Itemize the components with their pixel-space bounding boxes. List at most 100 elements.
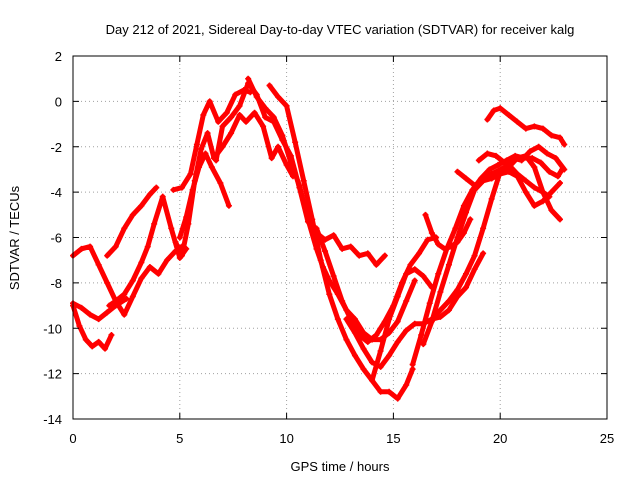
data-point-marker bbox=[475, 157, 482, 164]
data-point-marker bbox=[360, 329, 367, 336]
data-point-marker bbox=[104, 279, 111, 286]
data-point-marker bbox=[121, 225, 128, 232]
data-point-marker bbox=[217, 180, 224, 187]
data-point-marker bbox=[309, 216, 316, 223]
data-point-marker bbox=[557, 134, 564, 141]
data-point-marker bbox=[407, 261, 414, 268]
data-point-marker bbox=[416, 250, 423, 257]
data-point-marker bbox=[232, 91, 239, 98]
data-point-marker bbox=[557, 180, 564, 187]
data-point-marker bbox=[159, 193, 166, 200]
data-point-marker bbox=[373, 261, 380, 268]
data-point-marker bbox=[104, 252, 111, 259]
series-line bbox=[267, 82, 416, 402]
x-tick-label: 0 bbox=[69, 431, 76, 446]
data-point-marker bbox=[279, 132, 286, 139]
data-point-marker bbox=[403, 298, 410, 305]
y-tick-label: 2 bbox=[55, 49, 62, 64]
data-point-marker bbox=[544, 150, 551, 157]
data-point-marker bbox=[343, 316, 350, 323]
series-arc-13 bbox=[343, 250, 487, 370]
data-point-marker bbox=[129, 211, 136, 218]
data-point-marker bbox=[351, 329, 358, 336]
data-point-marker bbox=[403, 327, 410, 334]
data-point-marker bbox=[480, 250, 487, 257]
data-point-marker bbox=[394, 395, 401, 402]
data-point-marker bbox=[172, 239, 179, 246]
data-point-marker bbox=[510, 155, 517, 162]
x-axis-label: GPS time / hours bbox=[291, 459, 390, 474]
data-point-marker bbox=[287, 159, 294, 166]
data-point-marker bbox=[411, 320, 418, 327]
data-point-marker bbox=[411, 277, 418, 284]
data-point-marker bbox=[334, 316, 341, 323]
data-point-marker bbox=[445, 307, 452, 314]
data-point-marker bbox=[219, 123, 226, 130]
data-point-marker bbox=[198, 146, 205, 153]
data-point-marker bbox=[360, 345, 367, 352]
data-point-marker bbox=[403, 381, 410, 388]
data-point-marker bbox=[554, 173, 561, 180]
data-point-marker bbox=[490, 107, 497, 114]
data-point-marker bbox=[275, 93, 282, 100]
data-point-marker bbox=[539, 125, 546, 132]
data-point-marker bbox=[492, 152, 499, 159]
data-point-marker bbox=[548, 207, 555, 214]
data-point-marker bbox=[178, 184, 185, 191]
data-point-marker bbox=[460, 202, 467, 209]
data-point-marker bbox=[102, 345, 109, 352]
data-point-marker bbox=[123, 295, 130, 302]
data-point-marker bbox=[463, 209, 470, 216]
data-point-marker bbox=[153, 184, 160, 191]
y-axis-ticks: 2 0 -2 -4 -6 -8 -10 -12 -14 bbox=[43, 49, 607, 427]
data-point-marker bbox=[146, 191, 153, 198]
series-arc-17 bbox=[422, 211, 474, 252]
data-point-marker bbox=[484, 116, 491, 123]
data-point-marker bbox=[514, 170, 521, 177]
data-point-marker bbox=[364, 338, 371, 345]
data-point-marker bbox=[531, 164, 538, 171]
data-point-marker bbox=[467, 216, 474, 223]
data-point-marker bbox=[426, 300, 433, 307]
series-line bbox=[454, 162, 552, 200]
data-point-marker bbox=[531, 184, 538, 191]
data-point-marker bbox=[424, 236, 431, 243]
data-point-marker bbox=[343, 336, 350, 343]
data-point-marker bbox=[548, 132, 555, 139]
chart-title: Day 212 of 2021, Sidereal Day-to-day VTE… bbox=[106, 22, 575, 37]
x-tick-label: 10 bbox=[279, 431, 293, 446]
data-point-marker bbox=[193, 141, 200, 148]
data-point-marker bbox=[480, 225, 487, 232]
data-point-marker bbox=[223, 109, 230, 116]
x-tick-label: 5 bbox=[176, 431, 183, 446]
data-point-marker bbox=[557, 216, 564, 223]
data-point-marker bbox=[531, 123, 538, 130]
data-point-marker bbox=[428, 229, 435, 236]
data-point-marker bbox=[228, 130, 235, 137]
data-point-marker bbox=[95, 261, 102, 268]
data-point-marker bbox=[386, 352, 393, 359]
series-arc-4 bbox=[104, 184, 160, 259]
data-point-marker bbox=[460, 229, 467, 236]
data-point-marker bbox=[82, 336, 89, 343]
data-point-marker bbox=[78, 245, 85, 252]
data-point-marker bbox=[253, 93, 260, 100]
data-point-marker bbox=[138, 275, 145, 282]
data-point-marker bbox=[448, 243, 455, 250]
data-point-marker bbox=[170, 186, 177, 193]
data-point-marker bbox=[422, 211, 429, 218]
data-point-marker bbox=[488, 195, 495, 202]
data-point-marker bbox=[339, 298, 346, 305]
data-point-marker bbox=[351, 352, 358, 359]
data-point-marker bbox=[488, 170, 495, 177]
data-point-marker bbox=[364, 250, 371, 257]
data-point-marker bbox=[454, 286, 461, 293]
x-tick-label: 25 bbox=[600, 431, 614, 446]
data-point-marker bbox=[437, 307, 444, 314]
data-point-marker bbox=[377, 347, 384, 354]
y-tick-label: 0 bbox=[55, 94, 62, 109]
series-line bbox=[422, 212, 473, 252]
data-point-marker bbox=[121, 311, 128, 318]
data-point-marker bbox=[292, 139, 299, 146]
